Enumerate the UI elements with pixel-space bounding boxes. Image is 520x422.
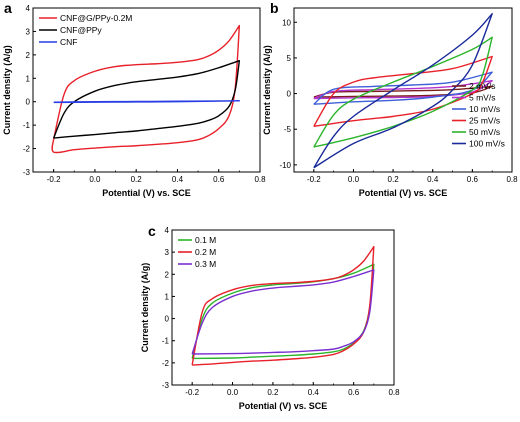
x-tick-label: 0.8	[254, 175, 266, 184]
x-tick-label: -0.2	[185, 388, 199, 397]
legend-label: 50 mV/s	[469, 127, 500, 137]
legend-label: 25 mV/s	[469, 116, 500, 126]
legend-label: 0.2 M	[195, 247, 216, 257]
x-tick-label: -0.2	[47, 175, 61, 184]
legend-label: CNF	[60, 37, 77, 47]
y-tick-label: 0	[26, 98, 31, 107]
x-tick-label: 0.6	[213, 175, 225, 184]
series-0-2-m-curve	[191, 245, 375, 366]
panel-c: c -0.2 0.0 0.2 0.4 0.6 0.8 -3 -2 -1 0 1 2 3 4 Potential…	[140, 223, 400, 411]
series-25-mv-s-curve	[313, 55, 493, 128]
y-axis-title: Current density (A/g)	[262, 45, 272, 135]
x-tick-label: 0.6	[348, 388, 360, 397]
x-tick-label: 0.8	[388, 388, 400, 397]
y-tick-label: 0	[165, 315, 170, 324]
series-cnf-ppy-curve	[52, 60, 241, 139]
y-tick-label: -10	[279, 161, 291, 170]
y-tick-label: 4	[165, 226, 170, 235]
y-tick-label: -3	[23, 168, 31, 177]
series-cnf-g-ppy-0-2m-curve	[51, 24, 241, 154]
x-tick-label: 0.4	[308, 388, 320, 397]
y-tick-label: 3	[26, 27, 31, 36]
y-tick-label: -1	[162, 337, 170, 346]
y-tick-label: 1	[26, 74, 31, 83]
legend-label: 0.1 M	[195, 235, 216, 245]
y-axis-title: Current density (A/g)	[2, 45, 12, 135]
x-tick-label: 0.2	[131, 175, 143, 184]
plot-frame	[293, 7, 513, 173]
legend-label: 5 mV/s	[469, 93, 495, 103]
panel-letter: b	[270, 0, 279, 16]
x-axis-title: Potential (V) vs. SCE	[359, 188, 448, 198]
x-tick-label: -0.2	[307, 175, 321, 184]
y-tick-label: 2	[26, 51, 31, 60]
series-2-mv-s-curve	[313, 85, 493, 98]
plot-frame	[171, 229, 395, 386]
legend-label: 2 mV/s	[469, 81, 495, 91]
y-tick-label: 2	[165, 270, 170, 279]
legend: 2 mV/s 5 mV/s10 mV/s 25 mV/s50 mV/s 100 mV/…	[452, 81, 505, 149]
y-tick-label: -2	[162, 359, 170, 368]
legend-label: 10 mV/s	[469, 104, 500, 114]
legend-label: CNF@PPy	[60, 25, 102, 35]
x-tick-label: 0.0	[89, 175, 101, 184]
y-tick-label: 1	[165, 292, 170, 301]
legend: 0.1 M 0.2 M 0.3 M	[178, 235, 216, 269]
series-cnf-curve	[53, 100, 241, 104]
y-tick-label: -2	[23, 145, 31, 154]
panel-b: b -0.2 0.0 0.2 0.4 0.6 0.8 -10 -5 0 5 10 Potential (…	[262, 0, 518, 198]
y-tick-label: 4	[26, 4, 31, 13]
x-tick-label: 0.6	[467, 175, 479, 184]
panel-a: a -0.2 0.0 0.2 0.4 0.6 0.8 -3 -2 -1 0 1 2 3 4 Potential…	[2, 0, 266, 198]
y-tick-label: 0	[287, 90, 292, 99]
y-tick-label: 3	[165, 248, 170, 257]
x-tick-label: 0.2	[388, 175, 400, 184]
x-tick-label: 0.8	[506, 175, 518, 184]
legend-label: CNF@G/PPy-0.2M	[60, 13, 132, 23]
series-10-mv-s-curve	[313, 71, 493, 105]
x-tick-label: 0.0	[348, 175, 360, 184]
plot-frame	[32, 7, 261, 173]
x-tick-label: 0.2	[267, 388, 279, 397]
y-axis-title: Current density (A/g)	[140, 263, 150, 353]
series-0-3-m-curve	[191, 269, 375, 355]
panel-letter: c	[148, 223, 156, 239]
x-tick-label: 0.0	[227, 388, 239, 397]
legend-label: 0.3 M	[195, 259, 216, 269]
y-tick-label: 10	[282, 18, 291, 27]
y-tick-label: -3	[162, 381, 170, 390]
y-tick-label: 5	[287, 54, 292, 63]
x-axis-title: Potential (V) vs. SCE	[102, 188, 191, 198]
legend: CNF@G/PPy-0.2M CNF@PPy CNF	[39, 13, 132, 47]
legend-label: 100 mV/s	[469, 139, 505, 149]
series-50-mv-s-curve	[313, 36, 493, 148]
x-tick-label: 0.4	[427, 175, 439, 184]
x-axis-title: Potential (V) vs. SCE	[239, 401, 328, 411]
panel-letter: a	[4, 0, 12, 16]
x-tick-label: 0.4	[172, 175, 184, 184]
y-tick-label: -5	[284, 125, 292, 134]
series-100-mv-s-curve	[313, 13, 493, 169]
y-tick-label: -1	[23, 121, 31, 130]
